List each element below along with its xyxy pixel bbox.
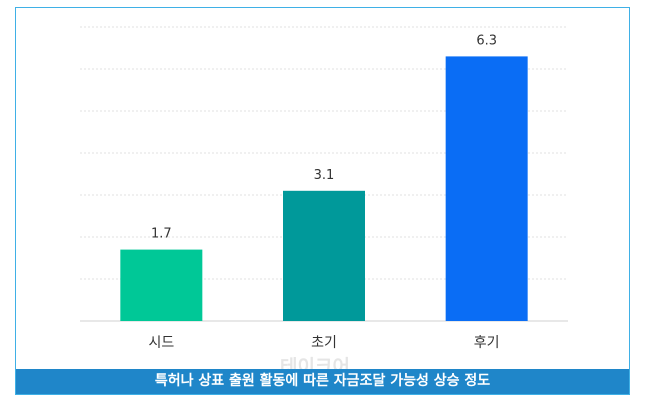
bar-3 [445, 56, 528, 322]
x-tick-label: 초기 [311, 335, 337, 351]
bar-1 [120, 249, 203, 321]
data-label: 3.1 [314, 168, 335, 183]
data-label: 6.3 [476, 33, 497, 48]
x-tick-label: 후기 [474, 335, 500, 351]
data-label: 1.7 [151, 227, 172, 242]
x-tick-label: 시드 [148, 335, 174, 351]
chart-title: 특허나 상표 출원 활동에 따른 자금조달 가능성 상승 정도 [16, 369, 629, 394]
bar-2 [283, 190, 365, 321]
